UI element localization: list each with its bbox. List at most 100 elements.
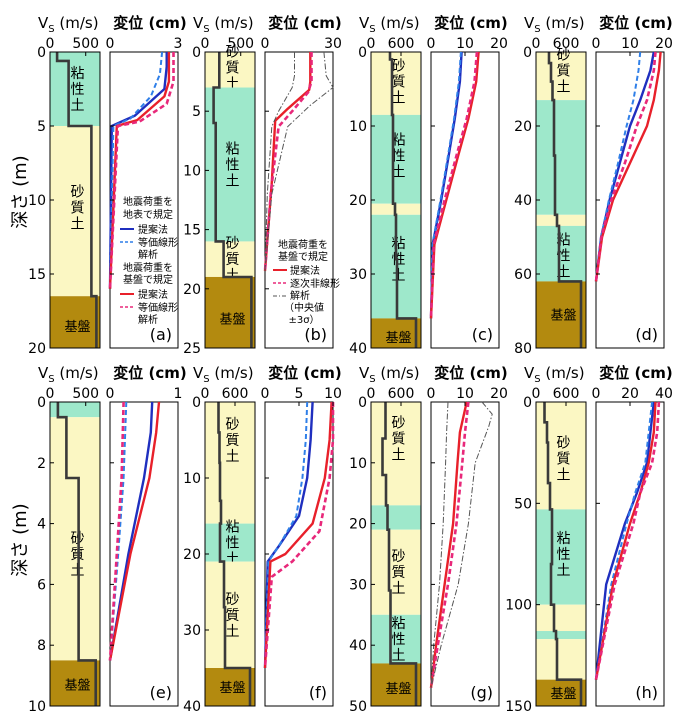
soil-frame: [49, 401, 101, 707]
soil-label-base: 基盤: [550, 687, 576, 702]
panel-label: (g): [470, 683, 493, 702]
vs-profile-line: [388, 52, 418, 348]
soil-layer-clay: [536, 631, 586, 640]
soil-label-clay: 粘: [392, 236, 406, 252]
series-line-pink_dash: [429, 51, 479, 319]
soil-label-sand: 砂: [226, 592, 240, 608]
depth-tick-label: 8: [37, 638, 46, 654]
disp-frame: [595, 401, 665, 707]
vs-axis-title: VS (m/s): [524, 14, 585, 35]
vs-profile-line: [543, 402, 583, 706]
depth-tick-label: 0: [192, 45, 201, 61]
series-line-pink_dash: [594, 51, 657, 282]
soil-label-sand: 質: [392, 565, 406, 581]
soil-label-clay: 性: [226, 536, 240, 552]
disp-tick-label: 30: [324, 36, 342, 52]
disp-frame: [264, 51, 334, 349]
soil-label-sand: 砂: [392, 59, 406, 75]
soil-label-sand: 土: [71, 216, 85, 232]
disp-axis-title: 変位 (cm): [434, 14, 507, 32]
depth-tick-label: 5: [192, 104, 201, 120]
depth-tick-label: 10: [349, 456, 367, 472]
depth-tick-label: 10: [28, 699, 46, 713]
soil-layer-base: [205, 276, 255, 348]
soil-layer-base: [536, 281, 586, 348]
soil-label-sand: 質: [392, 75, 406, 91]
soil-label-sand: 土: [557, 468, 571, 484]
vs-profile-line: [547, 52, 583, 348]
legend-text: 地震荷重を: [123, 195, 173, 208]
series-line-blue_dash: [109, 51, 164, 289]
depth-tick-label: 0: [358, 45, 367, 61]
disp-tick-label: 0: [592, 36, 601, 52]
panel-label: (a): [150, 325, 172, 344]
soil-label-sand: 土: [392, 581, 406, 597]
vs-tick-label: 0: [46, 386, 55, 402]
depth-tick-label: 10: [183, 471, 201, 487]
depth-tick-label: 15: [183, 223, 201, 239]
legend-text: ±3σ）: [288, 314, 319, 326]
soil-layer-sand: [371, 402, 421, 506]
soil-label-clay: 粘: [226, 141, 240, 157]
soil-layer-base: [371, 663, 421, 706]
vs-tick-label: 0: [46, 36, 55, 52]
soil-layer-sand: [205, 52, 255, 88]
soil-layer-base: [50, 660, 100, 706]
disp-tick-label: 10: [324, 386, 342, 402]
disp-frame: [430, 401, 500, 707]
soil-label-sand: 砂: [557, 436, 571, 452]
disp-tick-label: 0: [427, 36, 436, 52]
soil-label-base: 基盤: [219, 681, 245, 696]
disp-tick-label: 0: [592, 386, 601, 402]
disp-axis-title: 変位 (cm): [268, 14, 341, 32]
depth-tick-label: 0: [523, 395, 532, 411]
legend-text: 解析: [290, 289, 310, 302]
soil-label-sand: 質: [392, 431, 406, 447]
depth-tick-label: 20: [28, 341, 46, 357]
soil-label-sand: 質: [226, 60, 240, 76]
series-line-gray_dashdot_hi: [264, 51, 334, 272]
soil-layer-sand: [536, 604, 586, 632]
soil-label-base: 基盤: [64, 679, 90, 694]
depth-tick-label: 20: [349, 517, 367, 533]
disp-tick-label: 20: [655, 36, 673, 52]
disp-tick-label: 0: [106, 36, 115, 52]
depth-tick-label: 20: [183, 547, 201, 563]
vs-axis-title: VS (m/s): [359, 14, 420, 35]
soil-label-base: 基盤: [385, 682, 411, 697]
soil-label-sand: 土: [392, 91, 406, 107]
soil-layer-clay: [50, 52, 100, 126]
disp-axis-title: 変位 (cm): [113, 364, 186, 382]
vs-tick-label: 0: [201, 36, 210, 52]
panel-label: (b): [304, 325, 327, 344]
depth-tick-label: 0: [523, 45, 532, 61]
depth-tick-label: 4: [37, 517, 46, 533]
soil-label-sand: 土: [557, 80, 571, 96]
soil-label-clay: 土: [71, 98, 85, 114]
panel-label: (e): [150, 683, 172, 702]
soil-layer-sand: [536, 214, 586, 226]
disp-tick-label: 0: [427, 386, 436, 402]
soil-layer-sand: [371, 52, 421, 115]
disp-tick-label: 20: [490, 386, 508, 402]
depth-tick-label: 40: [349, 638, 367, 654]
depth-tick-label: 40: [514, 193, 532, 209]
depth-tick-label: 10: [28, 193, 46, 209]
soil-label-clay: 土: [226, 173, 240, 189]
disp-axis-title: 変位 (cm): [599, 14, 672, 32]
soil-layer-clay: [371, 505, 421, 530]
soil-layer-clay: [536, 509, 586, 605]
depth-tick-label: 150: [505, 699, 532, 713]
disp-tick-label: 40: [655, 386, 673, 402]
disp-tick-label: 10: [621, 36, 639, 52]
depth-tick-label: 20: [183, 282, 201, 298]
legend-text: 提案法: [138, 223, 168, 236]
vs-tick-label: 0: [532, 36, 541, 52]
disp-tick-label: 10: [456, 386, 474, 402]
vs-tick-label: 0: [201, 386, 210, 402]
vs-tick-label: 0: [367, 36, 376, 52]
